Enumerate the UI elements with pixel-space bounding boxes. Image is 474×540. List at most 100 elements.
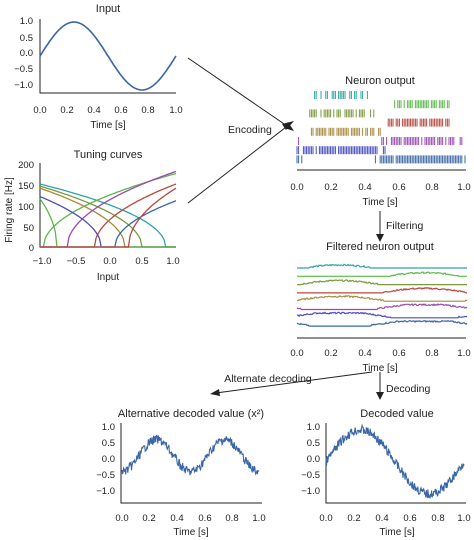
tuning-curve [40,183,177,248]
raster-xticks: 0.0 0.2 0.4 0.6 0.8 1.0 [290,182,470,193]
tuning-curve [40,172,177,248]
alt-decoded-xlabel: Time [s] [173,527,208,538]
arrowhead [376,234,384,242]
xtick-label: 0.6 [392,348,405,359]
xtick-label: 0.2 [142,513,155,524]
xtick-label: 0.0 [290,348,303,359]
filtered-traces [296,263,468,327]
tuning-xticks: −1.0 −0.5 0.0 0.5 1.0 [33,256,180,267]
encoding-arrows: Encoding [187,57,294,204]
ytick-label: 0.0 [20,48,33,59]
decoding-arrows: Decoding Alternate decoding [210,371,431,400]
filtered-trace [296,294,468,302]
ytick-label: 0 [29,243,34,254]
xtick-label: 0.2 [324,348,337,359]
xtick-label: 0.8 [141,105,154,116]
alt-decoded-panel: Alternative decoded value (x²) 1.0 0.5 0… [96,408,265,538]
alt-decoded-xticks: 0.0 0.2 0.4 0.6 0.8 1.0 [115,513,265,524]
tuning-curve [39,183,176,248]
arrowhead [210,389,220,396]
ytick-label: 0.5 [20,33,33,44]
input-yticks: 1.0 0.5 0.0 −0.5 −1.0 [14,16,33,91]
xtick-label: −1.0 [33,256,52,267]
ytick-label: 1.0 [102,422,115,433]
decoding-label: Decoding [386,383,431,395]
xtick-label: 0.8 [425,348,438,359]
tuning-ylabel: Firing rate [Hz] [4,177,15,243]
xtick-label: 0.6 [198,513,211,524]
filtered-output-panel: Filtered neuron output 0.0 0.2 0.4 0.6 0… [290,241,470,374]
ytick-label: 1.0 [307,422,320,433]
xtick-label: 0.0 [103,256,116,267]
tuning-curve [40,187,177,248]
ytick-label: −1.0 [96,486,115,497]
arrowhead [376,392,384,400]
xtick-label: 1.0 [457,182,470,193]
filtered-trace [297,279,467,286]
xtick-label: 0.4 [375,513,388,524]
alternate-decoding-label: Alternate decoding [224,373,312,385]
ytick-label: 0.5 [307,438,320,449]
filtered-output-title: Filtered neuron output [326,241,434,253]
filtered-trace [297,263,467,269]
filtered-trace [296,303,468,311]
filtered-xticks: 0.0 0.2 0.4 0.6 0.8 1.0 [290,348,470,359]
tuning-title: Tuning curves [74,149,143,161]
filtered-trace [296,311,468,319]
ytick-label: 1.0 [20,16,33,27]
alt-decoded-axes [120,423,262,504]
input-axes [39,19,176,94]
spike-raster [296,91,466,164]
input-xticks: 0.0 0.2 0.4 0.6 0.8 1.0 [33,105,182,116]
ytick-label: 50 [23,223,34,234]
xtick-label: 0.6 [114,105,127,116]
tuning-curves [39,170,177,248]
filtered-trace [297,271,467,277]
arrow-tuning-to-neurons [187,123,291,204]
decoded-xticks: 0.0 0.2 0.4 0.6 0.8 1.0 [319,513,470,524]
ytick-label: 150 [18,181,34,192]
ytick-label: −0.5 [301,470,320,481]
neuron-output-panel: Neuron output 0.0 0.2 0.4 0.6 0.8 1.0 Ti… [290,75,470,208]
xtick-label: 0.6 [392,182,405,193]
xtick-label: 1.0 [457,513,470,524]
xtick-label: 0.4 [358,348,371,359]
tuning-yticks: 200 150 100 50 0 [18,160,34,254]
input-xlabel: Time [s] [90,120,125,131]
filtered-trace [296,319,468,327]
xtick-label: 0.0 [319,513,332,524]
ytick-label: 0.0 [102,454,115,465]
xtick-label: 0.6 [403,513,416,524]
ytick-label: 100 [18,202,34,213]
xtick-label: 1.0 [457,348,470,359]
xtick-label: 0.8 [425,182,438,193]
xtick-label: 0.0 [115,513,128,524]
ytick-label: −0.5 [14,64,33,75]
xtick-label: 1.0 [252,513,265,524]
decoded-yticks: 1.0 0.5 0.0 −0.5 −1.0 [301,422,320,497]
xtick-label: 0.0 [290,182,303,193]
xtick-label: 0.4 [87,105,100,116]
filtered-xlabel: Time [s] [362,363,397,374]
ytick-label: −1.0 [301,486,320,497]
input-panel: Input 1.0 0.5 0.0 −0.5 −1.0 0.0 0.2 0.4 … [14,3,182,131]
xtick-label: −0.5 [67,256,86,267]
decoded-xlabel: Time [s] [379,527,414,538]
decoded-panel: Decoded value 1.0 0.5 0.0 −0.5 −1.0 0.0 … [301,408,470,538]
xtick-label: 0.8 [225,513,238,524]
alt-decoded-title: Alternative decoded value (x²) [118,408,264,420]
arrowhead [282,121,294,130]
decoded-axes [325,423,466,504]
filtering-label: Filtering [386,220,424,232]
ytick-label: −1.0 [14,80,33,91]
filtering-arrow: Filtering [376,211,424,242]
encoding-label: Encoding [228,124,272,136]
xtick-label: 0.5 [135,256,148,267]
ytick-label: −0.5 [96,470,115,481]
decoded-signal [325,423,465,499]
xtick-label: 0.4 [358,182,371,193]
xtick-label: 0.2 [60,105,73,116]
alt-decoded-yticks: 1.0 0.5 0.0 −0.5 −1.0 [96,422,115,497]
decoded-title: Decoded value [360,408,433,420]
tuning-panel: Tuning curves Firing rate [Hz] 200 150 1… [4,149,180,283]
